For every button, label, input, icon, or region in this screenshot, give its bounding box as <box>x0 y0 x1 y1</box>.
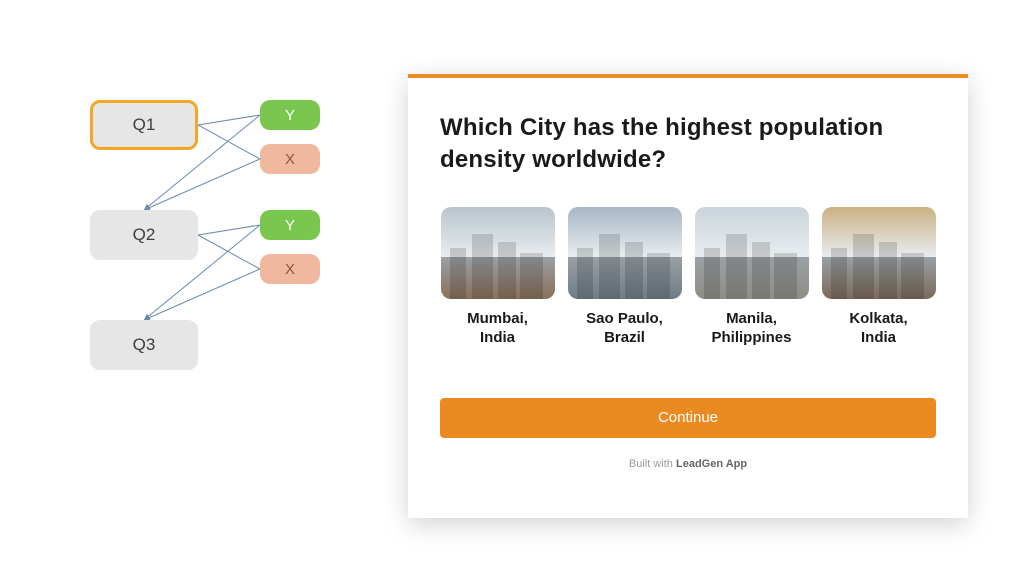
option-label: Manila,Philippines <box>694 309 809 348</box>
option-0[interactable]: Mumbai,India <box>440 207 555 348</box>
continue-button[interactable]: Continue <box>440 398 936 438</box>
question-node-q1[interactable]: Q1 <box>90 100 198 150</box>
question-node-q2[interactable]: Q2 <box>90 210 198 260</box>
option-thumb <box>695 207 809 299</box>
answer-node-y2[interactable]: Y <box>260 210 320 240</box>
question-node-q3[interactable]: Q3 <box>90 320 198 370</box>
option-2[interactable]: Manila,Philippines <box>694 207 809 348</box>
option-thumb <box>441 207 555 299</box>
footer-brand: LeadGen App <box>676 458 747 470</box>
option-1[interactable]: Sao Paulo,Brazil <box>567 207 682 348</box>
footer-prefix: Built with <box>629 458 676 470</box>
options-row: Mumbai,India Sao Paulo,Brazil Manila,Phili… <box>440 207 936 348</box>
option-label: Sao Paulo,Brazil <box>567 309 682 348</box>
card-footer: Built with LeadGen App <box>440 458 936 470</box>
option-label: Mumbai,India <box>440 309 555 348</box>
answer-node-y1[interactable]: Y <box>260 100 320 130</box>
flow-diagram: Q1Q2Q3YXYX <box>60 100 380 500</box>
option-thumb <box>822 207 936 299</box>
option-thumb <box>568 207 682 299</box>
option-3[interactable]: Kolkata,India <box>821 207 936 348</box>
answer-node-x1[interactable]: X <box>260 144 320 174</box>
flow-edges <box>60 100 380 500</box>
option-label: Kolkata,India <box>821 309 936 348</box>
quiz-card: Which City has the highest population de… <box>408 74 968 518</box>
answer-node-x2[interactable]: X <box>260 254 320 284</box>
quiz-title: Which City has the highest population de… <box>440 112 936 177</box>
